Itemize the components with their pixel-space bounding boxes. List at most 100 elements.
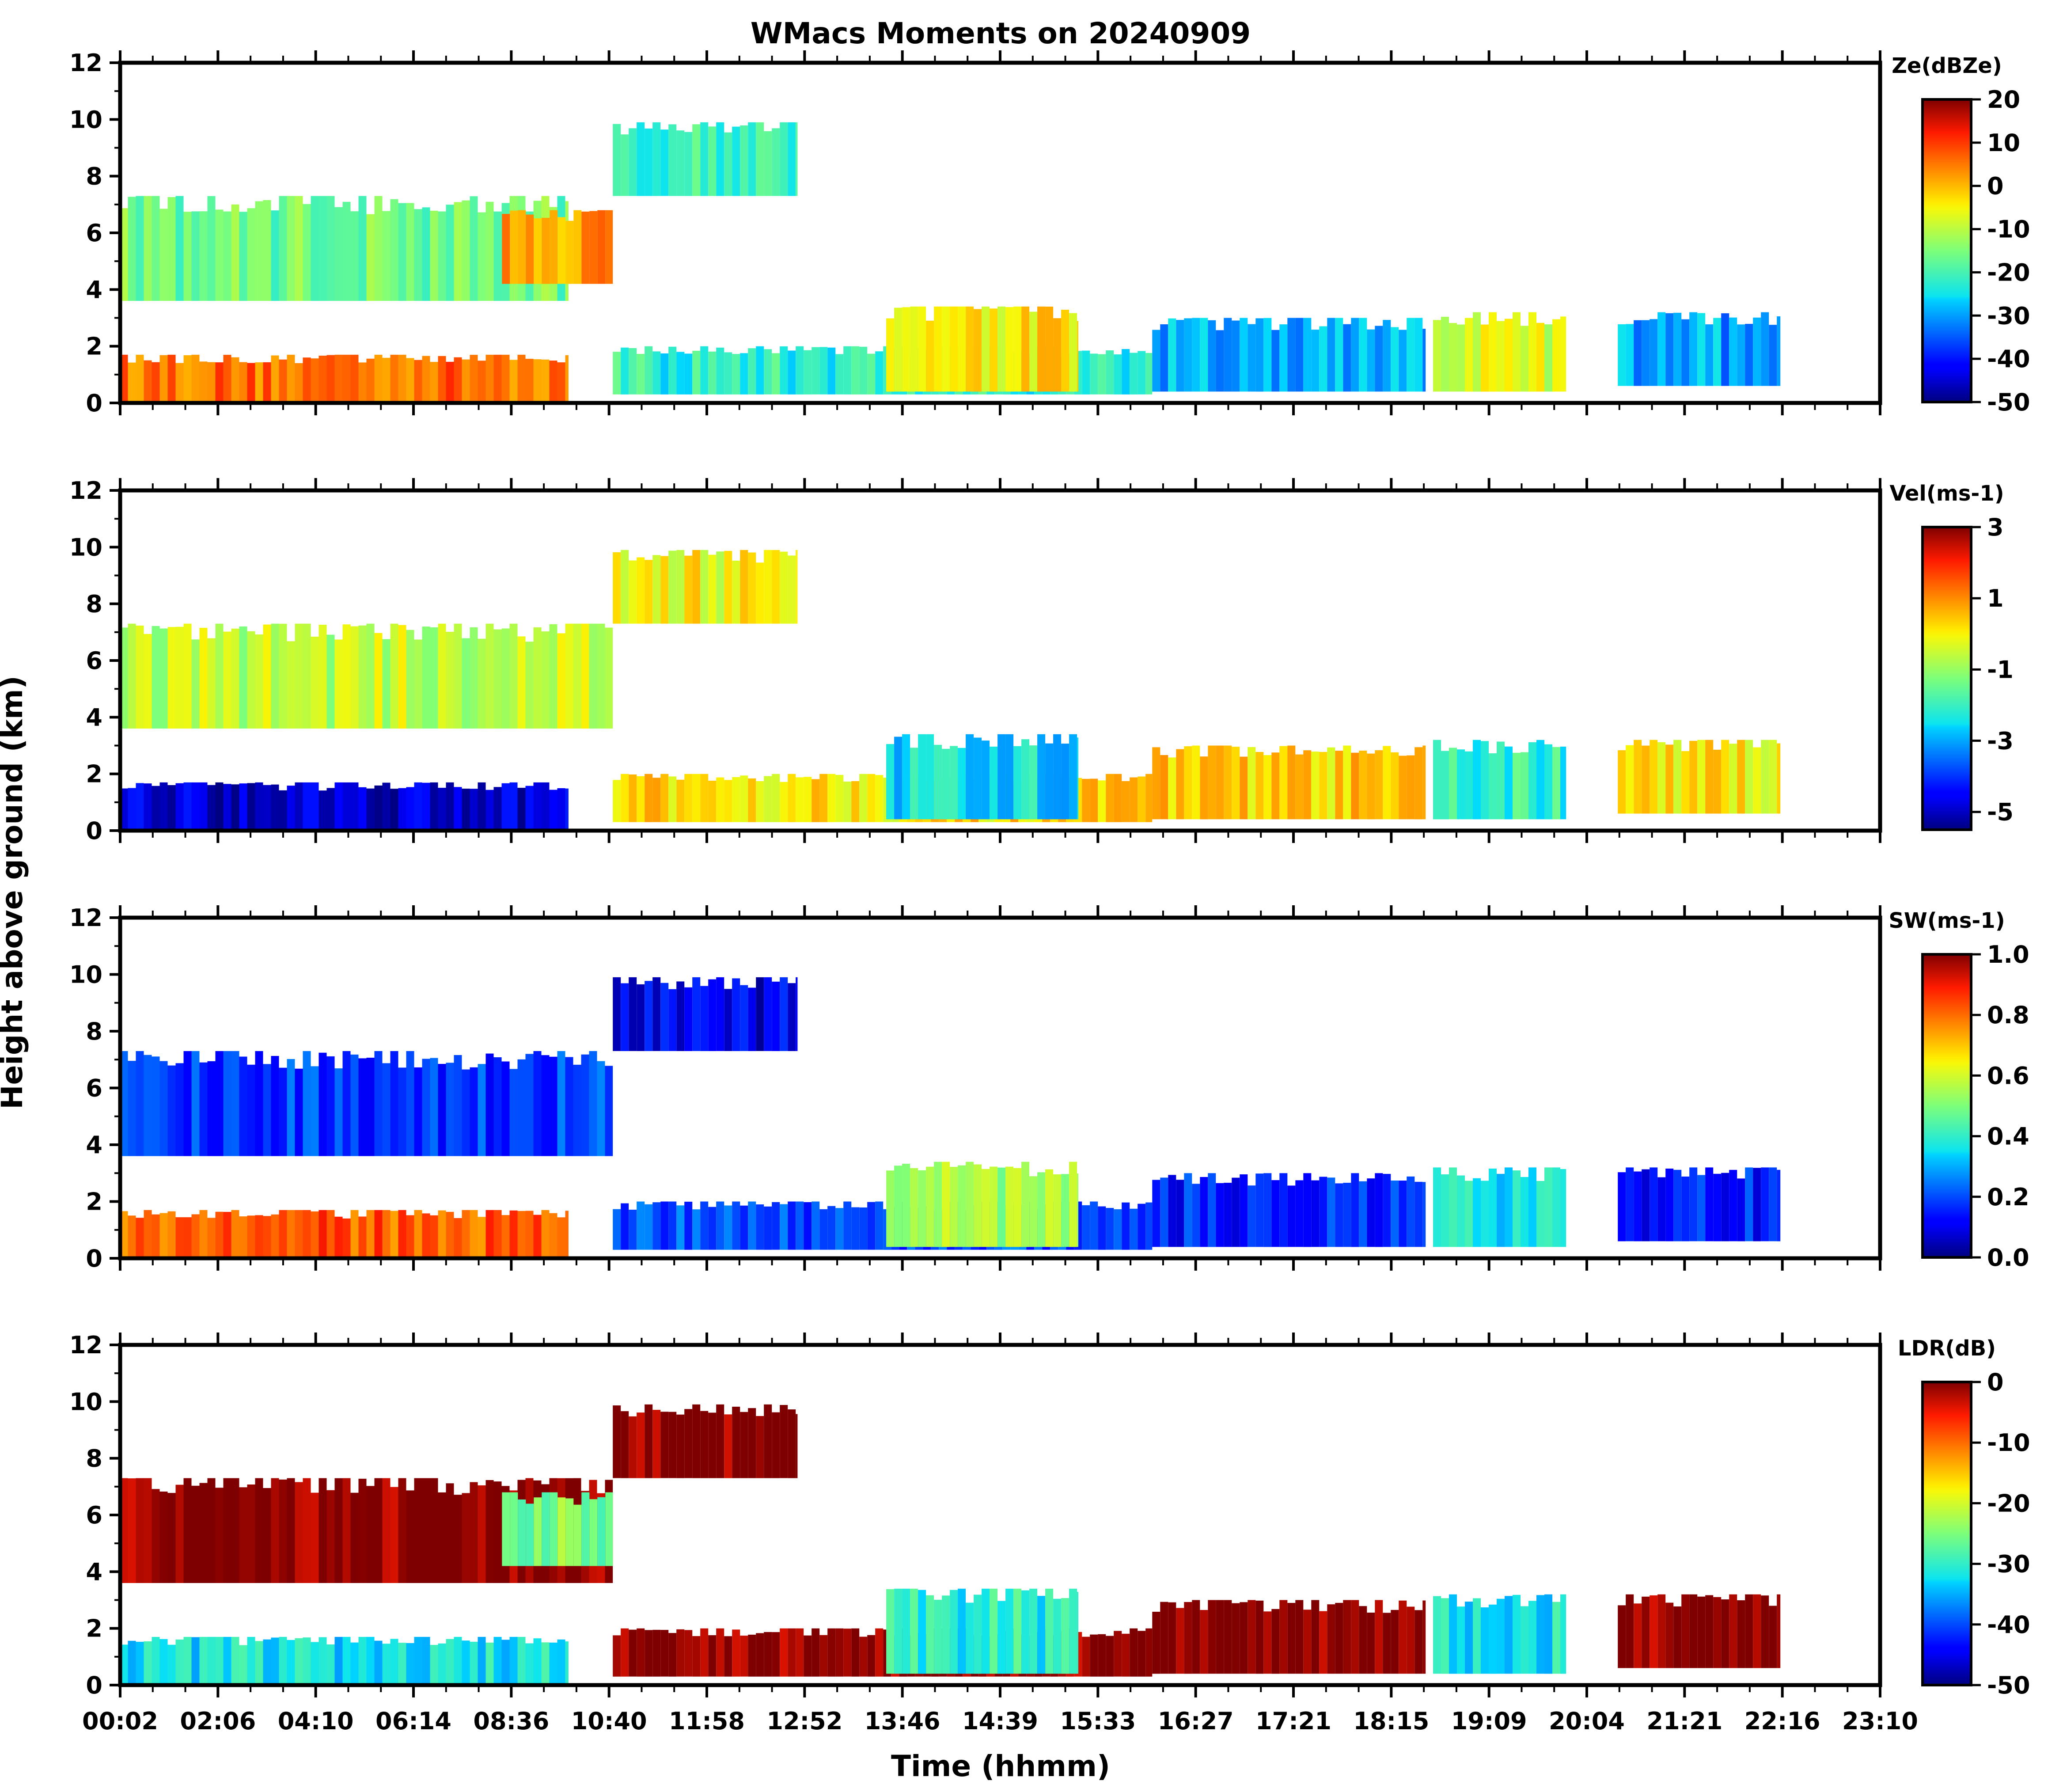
data-cell bbox=[128, 1640, 136, 1685]
data-cell bbox=[334, 354, 343, 403]
data-cell bbox=[652, 555, 661, 624]
data-cell bbox=[1232, 1603, 1240, 1674]
data-cell bbox=[215, 209, 224, 301]
data-cell bbox=[279, 790, 287, 831]
colorbar-vel bbox=[1921, 526, 1972, 831]
data-cell bbox=[549, 1642, 557, 1685]
data-cell bbox=[835, 1628, 844, 1677]
data-cell bbox=[1697, 1596, 1706, 1668]
data-cell bbox=[668, 551, 677, 624]
data-cell bbox=[342, 1218, 351, 1258]
data-cell bbox=[613, 1209, 621, 1250]
data-cell bbox=[1689, 740, 1698, 814]
data-cell bbox=[470, 355, 478, 403]
data-cell bbox=[533, 782, 542, 831]
data-cell bbox=[541, 1210, 550, 1258]
data-cell bbox=[231, 784, 239, 831]
data-cell bbox=[645, 560, 653, 624]
data-cell bbox=[430, 1645, 438, 1685]
x-tick-label: 12:52 bbox=[766, 1707, 842, 1735]
data-cell bbox=[581, 623, 589, 729]
cloud-region-ldr-2 bbox=[502, 1492, 613, 1566]
data-cell bbox=[334, 1478, 343, 1583]
data-cell bbox=[756, 1633, 764, 1677]
data-cell bbox=[724, 1636, 732, 1677]
data-cell bbox=[1098, 1206, 1106, 1250]
data-cell bbox=[175, 196, 184, 301]
data-cell bbox=[334, 782, 343, 831]
data-cell bbox=[910, 748, 918, 820]
data-cell bbox=[144, 634, 152, 729]
colorbar-tick-label: -3 bbox=[1987, 727, 2014, 755]
data-cell bbox=[894, 737, 903, 820]
data-cell bbox=[1005, 307, 1014, 392]
data-cell bbox=[1513, 1170, 1521, 1247]
data-cell bbox=[958, 748, 966, 820]
data-cell bbox=[1375, 750, 1383, 820]
data-cell bbox=[207, 1636, 216, 1685]
data-cell bbox=[1224, 318, 1232, 392]
data-cell bbox=[684, 353, 693, 395]
data-cell bbox=[454, 1218, 462, 1258]
y-tick-label: 0 bbox=[86, 1671, 102, 1699]
data-cell bbox=[1465, 318, 1473, 392]
data-cell bbox=[319, 196, 327, 301]
data-cell bbox=[1399, 1600, 1407, 1674]
data-cell bbox=[605, 210, 613, 284]
data-cell bbox=[382, 1478, 391, 1583]
data-cell bbox=[1005, 1166, 1014, 1247]
data-cell bbox=[183, 1051, 192, 1156]
data-cell bbox=[756, 977, 764, 1051]
data-cell bbox=[462, 359, 470, 403]
data-cell bbox=[1697, 1175, 1706, 1241]
data-cell bbox=[509, 1069, 518, 1156]
data-cell bbox=[1130, 777, 1138, 822]
data-cell bbox=[997, 306, 1006, 392]
data-cell bbox=[1729, 744, 1737, 814]
data-cell bbox=[748, 987, 756, 1051]
data-cell bbox=[1729, 317, 1737, 386]
data-cell bbox=[867, 1202, 876, 1250]
data-cell bbox=[1745, 740, 1753, 814]
data-cell bbox=[1441, 1174, 1449, 1247]
data-cell bbox=[1082, 1205, 1090, 1250]
data-cell bbox=[1449, 748, 1457, 820]
data-cell bbox=[748, 778, 756, 822]
data-cell bbox=[191, 1214, 200, 1258]
data-cell bbox=[128, 623, 136, 729]
data-cell bbox=[1130, 1208, 1138, 1250]
data-cell bbox=[1138, 776, 1146, 822]
data-cell bbox=[366, 1636, 375, 1685]
data-cell bbox=[1642, 1169, 1650, 1241]
data-cell bbox=[660, 556, 669, 624]
data-cell bbox=[1544, 1594, 1552, 1674]
data-cell bbox=[835, 775, 844, 822]
colorbar-title-ldr: LDR(dB) bbox=[1898, 1336, 1996, 1361]
x-tick-label: 20:04 bbox=[1549, 1707, 1625, 1735]
data-cell bbox=[692, 1636, 701, 1677]
data-cell bbox=[1271, 330, 1280, 392]
data-cell bbox=[1626, 324, 1634, 386]
data-cell bbox=[1415, 1610, 1423, 1674]
data-cell bbox=[1465, 1181, 1473, 1247]
data-cell bbox=[478, 1064, 486, 1156]
data-cell bbox=[637, 122, 645, 196]
data-cell bbox=[621, 347, 629, 395]
data-cell bbox=[183, 782, 192, 831]
data-cell bbox=[422, 207, 430, 301]
data-cell bbox=[247, 783, 255, 831]
data-cell bbox=[255, 782, 263, 831]
data-cell bbox=[279, 1479, 287, 1583]
data-cell bbox=[780, 977, 788, 1051]
data-cell bbox=[541, 1055, 550, 1156]
data-cell bbox=[207, 1218, 216, 1258]
data-cell bbox=[1279, 1173, 1288, 1247]
data-cell bbox=[1761, 1167, 1769, 1241]
data-cell bbox=[867, 1635, 876, 1677]
data-cell bbox=[652, 1629, 661, 1677]
data-cell bbox=[1343, 324, 1351, 392]
data-cell bbox=[247, 1215, 255, 1258]
data-cell bbox=[1122, 1633, 1130, 1677]
data-cell bbox=[303, 357, 311, 403]
data-cell bbox=[287, 786, 295, 831]
